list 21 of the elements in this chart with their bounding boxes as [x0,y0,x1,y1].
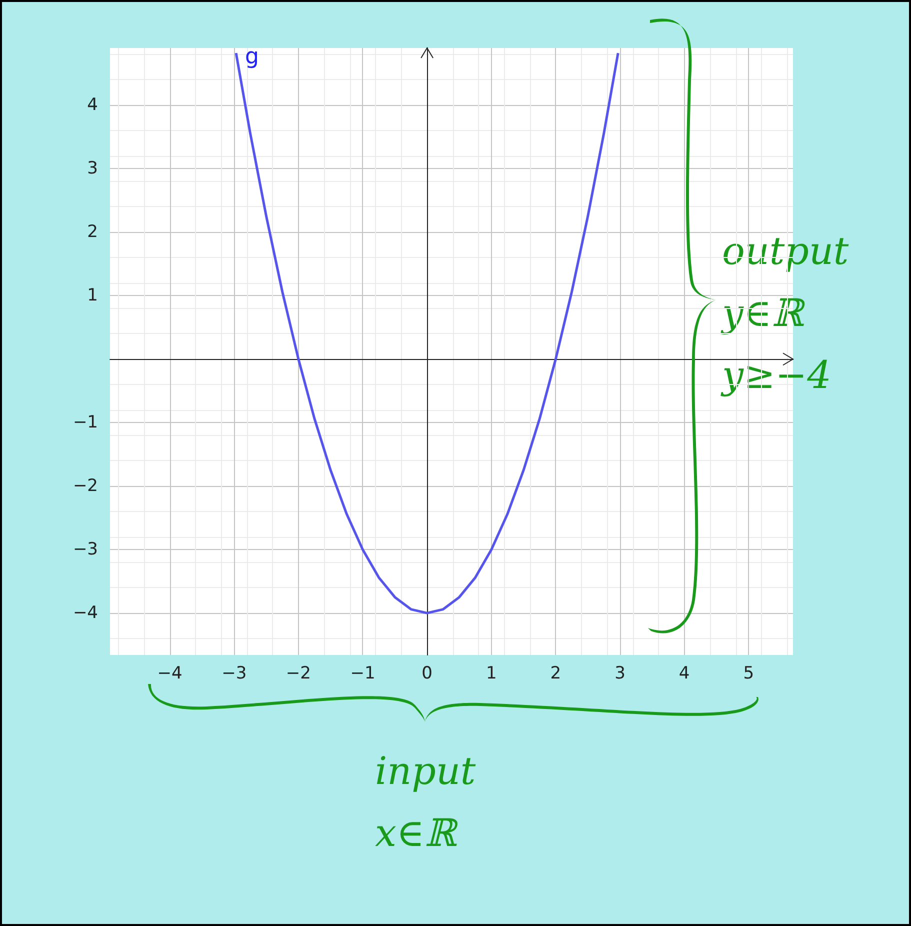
y-tick-label: −2 [72,476,98,496]
x-tick-label: −3 [222,664,247,684]
line-series [234,52,620,614]
y-tick-label: −4 [72,603,98,624]
y-tick-label: −1 [72,412,98,433]
text: input x∈ℝ [375,749,476,855]
series-label: g [245,44,260,70]
x-tick-label: −1 [350,664,376,684]
x-tick-label: 4 [678,664,690,684]
x-tick-label: 0 [422,664,432,684]
x-tick-label: −4 [157,664,182,684]
y-tick-label: 3 [87,158,98,179]
x-tick-label: 1 [486,664,497,684]
y-tick-label: 4 [87,95,98,116]
x-tick-label: 3 [614,664,626,684]
y-tick-label: 2 [87,222,98,242]
x-tick-label: 5 [743,664,754,684]
y-tick-label: 1 [87,286,98,306]
x-tick-label: 2 [550,664,562,684]
x-tick-label: −2 [286,664,311,684]
y-tick-label: −3 [72,540,98,560]
